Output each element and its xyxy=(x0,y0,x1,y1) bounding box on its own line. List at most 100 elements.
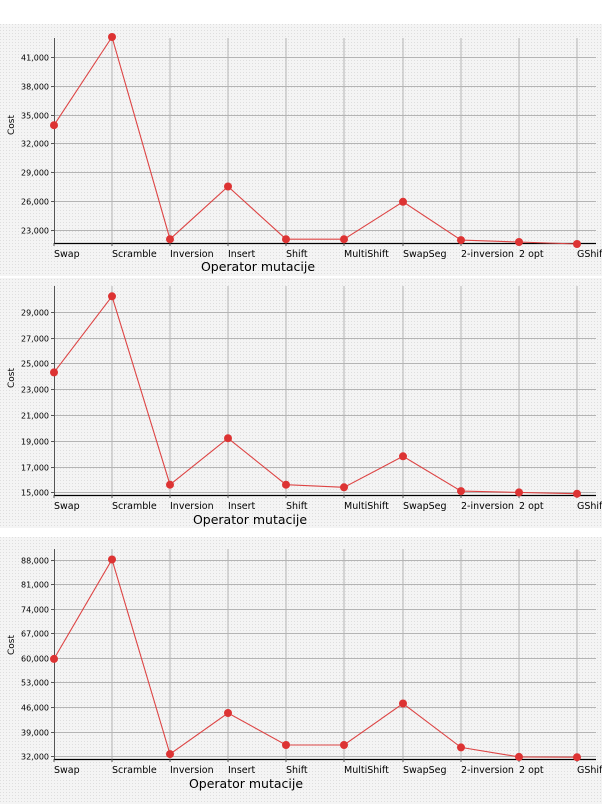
chart-background xyxy=(0,537,602,804)
data-point xyxy=(224,434,232,443)
data-point xyxy=(50,121,58,130)
data-point xyxy=(166,235,174,244)
x-tick-label: SwapSeg xyxy=(403,501,447,512)
data-point xyxy=(573,753,581,762)
y-tick-label: 27,000 xyxy=(21,335,49,344)
data-point xyxy=(573,240,581,248)
chart-2: 15,000 17,000 19,000 21,000 23,000 25,000 27,0… xyxy=(0,278,602,528)
y-tick-label: 41,000 xyxy=(21,54,49,63)
x-tick-label: 2-inversion xyxy=(461,501,514,512)
x-tick-label: Inversion xyxy=(170,501,214,512)
data-point xyxy=(399,699,407,708)
y-tick-label: 25,000 xyxy=(21,360,49,369)
data-point xyxy=(515,752,523,761)
x-tick-label: Scramble xyxy=(112,765,157,776)
x-tick-label: Insert xyxy=(228,501,256,512)
x-tick-label: Shift xyxy=(286,765,308,776)
data-point xyxy=(340,235,348,244)
data-point xyxy=(340,483,348,492)
y-tick-label: 15,000 xyxy=(21,489,49,498)
data-point xyxy=(224,709,232,717)
y-axis-title: Cost xyxy=(7,368,17,388)
x-tick-label: 2 opt xyxy=(519,249,544,260)
chart-background xyxy=(0,278,602,528)
data-point xyxy=(573,489,581,498)
y-tick-label: 21,000 xyxy=(21,412,49,421)
data-point xyxy=(224,182,232,191)
chart-1: 23,000 26,000 29,000 32,000 35,000 38,000 41,0… xyxy=(0,24,602,276)
data-point xyxy=(515,488,523,497)
series-line xyxy=(53,558,578,758)
y-tick-label: 17,000 xyxy=(21,464,49,473)
x-tick-label: Scramble xyxy=(112,249,157,260)
x-tick-label: Inversion xyxy=(170,249,214,260)
x-tick-label: Shift xyxy=(286,249,308,260)
y-tick-label: 67,000 xyxy=(21,630,49,639)
y-tick-label: 38,000 xyxy=(21,83,49,92)
x-tick-label: Insert xyxy=(228,249,256,260)
y-tick-label: 23,000 xyxy=(21,386,49,395)
x-tick-label: Swap xyxy=(54,249,80,260)
y-tick-label: 60,000 xyxy=(21,655,49,664)
series-line xyxy=(53,295,578,495)
x-tick-label: Scramble xyxy=(112,501,157,512)
x-tick-label: Swap xyxy=(54,765,80,776)
x-tick-label: Shift xyxy=(286,501,308,512)
x-tick-label: GShift xyxy=(577,501,602,512)
x-tick-label: Swap xyxy=(54,501,80,512)
x-axis-title: Operator mutacije xyxy=(193,512,307,527)
data-point xyxy=(108,33,116,41)
x-tick-label: SwapSeg xyxy=(403,765,447,776)
x-tick-label: 2 opt xyxy=(519,501,544,512)
data-point xyxy=(50,368,58,377)
data-point xyxy=(457,487,465,496)
x-tick-label: Insert xyxy=(228,765,256,776)
data-point xyxy=(282,235,290,244)
data-point xyxy=(108,292,116,301)
data-point xyxy=(282,741,290,749)
chart-3: 32,000 39,000 46,000 53,000 60,000 67,000 74,0… xyxy=(0,537,602,804)
y-tick-label: 19,000 xyxy=(21,438,49,447)
x-tick-label: 2-inversion xyxy=(461,249,514,260)
y-tick-label: 32,000 xyxy=(21,753,49,762)
chart-background xyxy=(0,24,602,276)
y-tick-label: 81,000 xyxy=(21,581,49,590)
data-point xyxy=(166,480,174,489)
x-tick-label: Inversion xyxy=(170,765,214,776)
x-tick-label: MultiShift xyxy=(344,765,389,776)
x-tick-label: MultiShift xyxy=(344,501,389,512)
x-tick-label: 2-inversion xyxy=(461,765,514,776)
y-tick-label: 74,000 xyxy=(21,606,49,615)
y-tick-label: 88,000 xyxy=(21,557,49,566)
x-tick-label: MultiShift xyxy=(344,249,389,260)
y-tick-label: 35,000 xyxy=(21,112,49,121)
data-point xyxy=(399,452,407,461)
x-tick-label: SwapSeg xyxy=(403,249,447,260)
y-tick-label: 53,000 xyxy=(21,679,49,688)
series-line xyxy=(53,35,578,245)
y-tick-label: 46,000 xyxy=(21,704,49,713)
y-tick-label: 32,000 xyxy=(21,140,49,149)
data-point xyxy=(340,741,348,749)
y-axis-title: Cost xyxy=(7,635,17,655)
y-tick-label: 26,000 xyxy=(21,198,49,207)
y-tick-label: 39,000 xyxy=(21,729,49,738)
data-point xyxy=(399,197,407,206)
x-tick-label: 2 opt xyxy=(519,765,544,776)
x-axis-title: Operator mutacije xyxy=(201,259,315,274)
x-tick-label: GShift xyxy=(577,765,602,776)
data-point xyxy=(457,743,465,752)
data-point xyxy=(515,238,523,246)
y-tick-label: 23,000 xyxy=(21,227,49,236)
y-tick-label: 29,000 xyxy=(21,169,49,178)
data-point xyxy=(166,750,174,759)
x-tick-label: GShift xyxy=(577,249,602,260)
y-axis-title: Cost xyxy=(7,115,17,135)
data-point xyxy=(457,236,465,245)
data-point xyxy=(50,654,58,663)
data-point xyxy=(108,555,116,564)
data-point xyxy=(282,480,290,489)
y-tick-label: 29,000 xyxy=(21,309,49,318)
x-axis-title: Operator mutacije xyxy=(189,776,303,791)
